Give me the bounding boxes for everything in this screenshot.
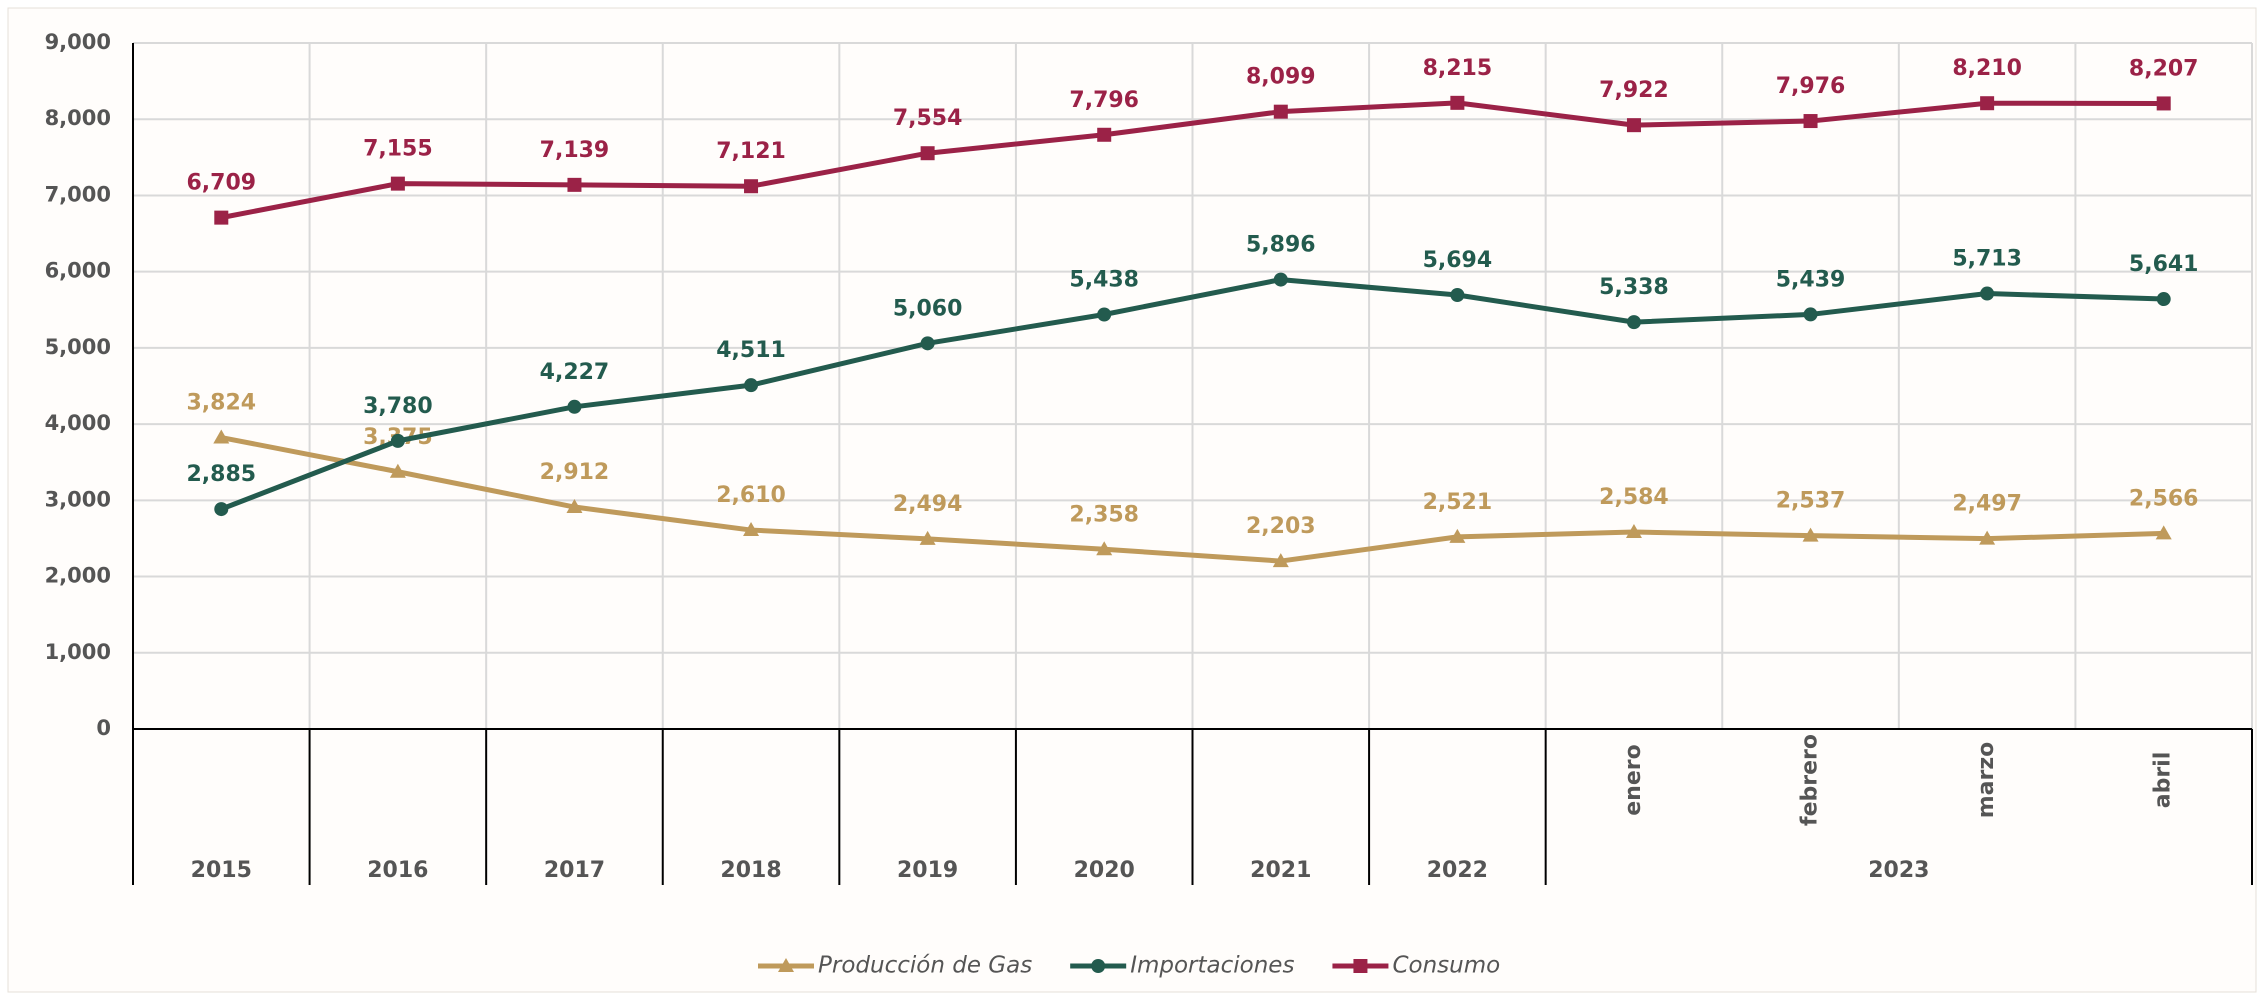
- data-label: 5,338: [1599, 275, 1669, 300]
- data-label: 3,824: [186, 391, 256, 416]
- data-point: [567, 178, 581, 192]
- data-point: [1980, 96, 1994, 110]
- data-label: 7,554: [893, 106, 963, 131]
- data-label: 3,780: [363, 394, 433, 419]
- data-point: [921, 336, 935, 350]
- data-label: 7,155: [363, 137, 433, 162]
- legend-marker: [1353, 959, 1367, 973]
- legend-label: Importaciones: [1130, 953, 1294, 979]
- data-point: [1450, 96, 1464, 110]
- x-group-label: 2016: [367, 858, 428, 883]
- data-label: 6,709: [186, 171, 256, 196]
- data-point: [1274, 273, 1288, 287]
- data-label: 5,713: [1952, 247, 2022, 272]
- x-tick-label: abril: [2151, 752, 2176, 809]
- x-group-label: 2019: [897, 858, 958, 883]
- x-group-label: 2021: [1250, 858, 1311, 883]
- chart: 0 1,000 2,000 3,000 4,000 5,000 6,000 7,000 8,00…: [0, 0, 2264, 1000]
- data-point: [1980, 287, 1994, 301]
- y-tick-label: 7,000: [45, 182, 111, 206]
- data-point: [2157, 96, 2171, 110]
- data-label: 7,922: [1599, 78, 1669, 103]
- x-group-label: 2020: [1074, 858, 1135, 883]
- data-point: [1097, 128, 1111, 142]
- data-label: 5,439: [1776, 267, 1846, 292]
- data-label: 5,060: [893, 296, 963, 321]
- data-label: 2,521: [1423, 490, 1493, 515]
- data-label: 7,139: [540, 138, 610, 163]
- data-label: 2,584: [1599, 485, 1669, 510]
- data-point: [567, 400, 581, 414]
- data-point: [1097, 308, 1111, 322]
- data-point: [1627, 315, 1641, 329]
- y-tick-label: 8,000: [45, 106, 111, 130]
- y-tick-label: 2,000: [45, 564, 111, 588]
- data-label: 2,358: [1069, 502, 1139, 527]
- x-group-label: 2022: [1427, 858, 1488, 883]
- data-point: [1627, 118, 1641, 132]
- data-label: 8,207: [2129, 56, 2199, 81]
- data-label: 7,121: [716, 139, 786, 164]
- data-point: [1804, 307, 1818, 321]
- data-label: 7,796: [1069, 88, 1139, 113]
- data-label: 2,885: [186, 462, 256, 487]
- data-label: 8,210: [1952, 56, 2022, 81]
- data-label: 4,511: [716, 338, 786, 363]
- data-label: 2,610: [716, 483, 786, 508]
- data-label: 5,896: [1246, 233, 1316, 258]
- x-tick-label: marzo: [1974, 742, 1999, 819]
- data-point: [1274, 105, 1288, 119]
- data-point: [1804, 114, 1818, 128]
- data-label: 4,227: [540, 360, 610, 385]
- x-tick-label: febrero: [1798, 734, 1823, 826]
- data-point: [391, 177, 405, 191]
- data-point: [214, 211, 228, 225]
- legend-marker: [1091, 959, 1105, 973]
- data-label: 2,494: [893, 492, 963, 517]
- data-point: [921, 146, 935, 160]
- data-label: 8,215: [1423, 56, 1493, 81]
- data-label: 5,694: [1423, 248, 1493, 273]
- data-point: [744, 378, 758, 392]
- legend-label: Consumo: [1392, 953, 1500, 979]
- data-point: [1450, 288, 1464, 302]
- data-label: 5,641: [2129, 252, 2199, 277]
- data-label: 2,497: [1952, 492, 2022, 517]
- y-tick-label: 1,000: [45, 640, 111, 664]
- data-label: 5,438: [1069, 268, 1139, 293]
- x-group-label: 2018: [720, 858, 781, 883]
- data-point: [744, 179, 758, 193]
- y-tick-label: 5,000: [45, 335, 111, 359]
- data-label: 7,976: [1776, 74, 1846, 99]
- y-tick-label: 0: [96, 716, 111, 740]
- y-tick-label: 6,000: [45, 259, 111, 283]
- data-point: [2157, 292, 2171, 306]
- data-label: 8,099: [1246, 65, 1316, 90]
- y-tick-label: 3,000: [45, 487, 111, 511]
- data-label: 2,203: [1246, 514, 1316, 539]
- data-label: 2,566: [2129, 486, 2199, 511]
- data-point: [214, 502, 228, 516]
- data-label: 2,537: [1776, 489, 1846, 514]
- x-group-label: 2017: [544, 858, 605, 883]
- x-group-label: 2015: [191, 858, 252, 883]
- y-tick-label: 9,000: [45, 30, 111, 54]
- y-tick-label: 4,000: [45, 411, 111, 435]
- legend-label: Producción de Gas: [818, 953, 1032, 979]
- x-group-label: 2023: [1868, 858, 1929, 883]
- data-point: [391, 434, 405, 448]
- x-tick-label: enero: [1621, 744, 1646, 815]
- data-label: 2,912: [540, 460, 610, 485]
